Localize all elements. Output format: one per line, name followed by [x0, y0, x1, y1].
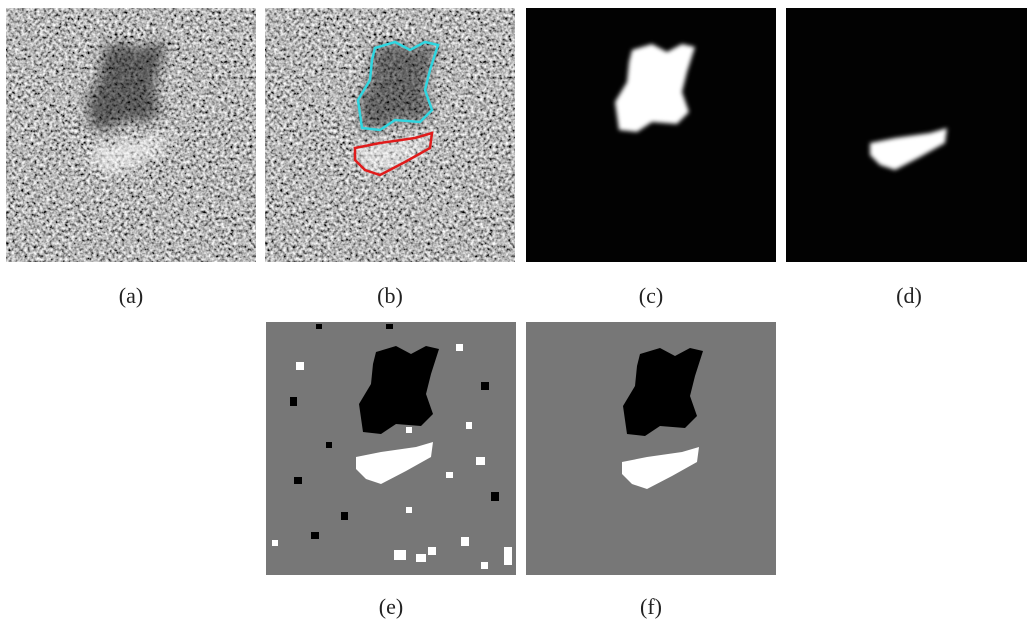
panel-b-image	[265, 8, 515, 262]
caption: (b)	[377, 283, 403, 308]
artifact	[476, 457, 485, 465]
caption: (d)	[896, 283, 922, 308]
background	[786, 8, 1027, 262]
caption: (e)	[379, 594, 403, 619]
panel-d-image	[786, 8, 1027, 262]
artifact	[461, 537, 469, 546]
artifact	[272, 540, 278, 546]
artifact	[481, 382, 489, 390]
artifact	[341, 512, 348, 520]
caption: (c)	[639, 283, 663, 308]
artifact	[316, 324, 322, 329]
artifact	[394, 550, 406, 560]
panel-e-image	[266, 322, 516, 575]
figure: (a) (b) (c) (d) (e) (f)	[0, 0, 1027, 623]
artifact	[456, 344, 463, 351]
caption: (f)	[640, 594, 662, 619]
panel-f-image	[526, 322, 776, 575]
artifact	[481, 562, 488, 569]
artifact	[311, 532, 319, 539]
artifact	[446, 472, 453, 478]
artifact	[386, 324, 393, 329]
panel-a-image	[6, 8, 256, 262]
page-body: (a) (b) (c) (d) (e) (f) (() => { const d…	[0, 0, 1027, 623]
artifact	[406, 507, 412, 513]
artifact	[466, 422, 472, 429]
panel-c-image	[526, 8, 776, 262]
artifact	[290, 397, 297, 406]
artifact	[416, 554, 426, 562]
page: Figure panels {"panels": [{"label": "(a)…	[0, 0, 1027, 623]
artifact	[428, 547, 436, 555]
artifact	[296, 362, 304, 370]
artifact	[406, 427, 412, 433]
artifact	[294, 477, 302, 484]
artifact	[326, 442, 332, 448]
artifact	[504, 547, 512, 565]
caption: (a)	[119, 283, 143, 308]
artifact	[491, 492, 499, 501]
